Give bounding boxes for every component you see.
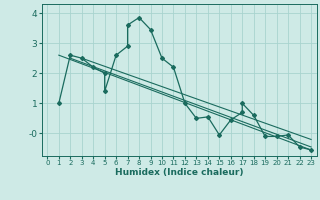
- X-axis label: Humidex (Indice chaleur): Humidex (Indice chaleur): [115, 168, 244, 177]
